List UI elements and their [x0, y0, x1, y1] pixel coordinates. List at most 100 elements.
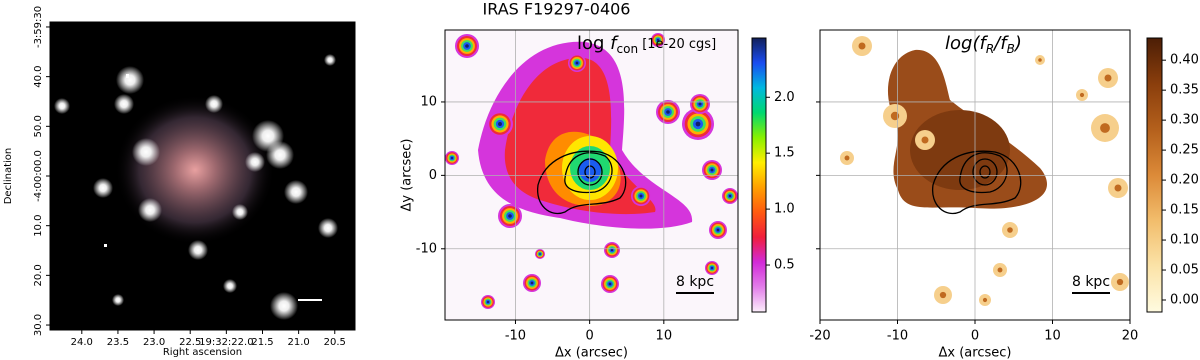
- map-label-part: con: [617, 42, 639, 56]
- star: [232, 204, 248, 220]
- source: [610, 248, 614, 252]
- x-tick-label: 20.5: [324, 337, 346, 348]
- source: [608, 282, 612, 286]
- star: [132, 138, 160, 166]
- scale-bar-label: 8 kpc: [296, 284, 323, 295]
- y-axis-label: Declination: [3, 148, 14, 205]
- colorbar-tick-label: 0.05: [1170, 263, 1199, 278]
- y-tick-label: -4:00:00.0: [33, 150, 44, 202]
- map-label-part: [1e-20 cgs]: [638, 37, 716, 52]
- colorbar-tick-label: 0.30: [1170, 113, 1199, 128]
- x-tick-label: 20: [1122, 329, 1139, 344]
- source-core: [844, 155, 850, 161]
- x-axis-label: Right ascension: [163, 347, 242, 358]
- x-tick-label: 10: [656, 329, 673, 344]
- x-axis-label: Δx (arcsec): [555, 346, 628, 360]
- source-core: [890, 111, 900, 121]
- source-core: [921, 136, 929, 144]
- y-tick-label: 30.0: [33, 314, 44, 336]
- source: [465, 44, 469, 48]
- x-tick-label: 19:32:22.0: [199, 337, 253, 348]
- source-core: [1079, 92, 1085, 98]
- star: [284, 180, 308, 204]
- map-label-part: f: [979, 33, 988, 54]
- x-tick-label: -10: [505, 329, 526, 344]
- map-label-part: log: [577, 33, 610, 54]
- source-core: [858, 42, 866, 50]
- star: [114, 94, 134, 114]
- x-tick-label: 23.5: [107, 337, 129, 348]
- artifact: [104, 244, 107, 247]
- x-tick-label: -20: [809, 329, 830, 344]
- star: [188, 240, 208, 260]
- star: [205, 95, 223, 113]
- x-tick-label: 24.0: [71, 337, 93, 348]
- colorbar-tick-label: 1.0: [774, 202, 795, 217]
- y-tick-label: 40.0: [33, 66, 44, 88]
- colorbar-tick-label: 0.00: [1170, 293, 1199, 308]
- scale-bar-label: 8 kpc: [1072, 274, 1110, 290]
- source-core: [1038, 58, 1042, 62]
- source: [710, 168, 714, 172]
- source: [728, 194, 732, 198]
- source: [716, 228, 720, 232]
- y-tick-label: 10: [420, 94, 437, 109]
- map-label-part: R: [986, 42, 994, 56]
- source: [508, 214, 512, 218]
- colorbar-tick-label: 0.25: [1170, 143, 1199, 158]
- y-tick-label: 10.0: [33, 215, 44, 237]
- y-axis-label: Δy (arcsec): [400, 139, 415, 212]
- source: [666, 110, 670, 114]
- x-tick-label: 21.5: [251, 337, 273, 348]
- scale-bar-label: 8 kpc: [676, 274, 714, 290]
- chart-title: IRAS F19297-0406: [483, 0, 631, 19]
- colorbar: [1146, 37, 1163, 313]
- color-core: [910, 110, 1010, 190]
- y-tick-label: 20.0: [33, 264, 44, 286]
- star: [93, 178, 113, 198]
- x-axis-label: Δx (arcsec): [939, 346, 1012, 360]
- star: [270, 292, 298, 320]
- y-tick-label: -10: [416, 241, 437, 256]
- map-label-part: B: [1007, 42, 1015, 56]
- x-tick-label: 0: [971, 329, 979, 344]
- source-core: [1104, 74, 1112, 82]
- star: [138, 198, 162, 222]
- source-core: [1114, 184, 1122, 192]
- source: [530, 281, 534, 285]
- map-label-part: ): [1013, 33, 1022, 54]
- map-label: log fcon [1e-20 cgs]: [577, 33, 716, 56]
- source: [639, 194, 643, 198]
- source-core: [939, 291, 947, 299]
- y-tick-label: 50.0: [33, 115, 44, 137]
- x-tick-label: 23.0: [143, 337, 165, 348]
- colorbar-tick-label: 0.10: [1170, 233, 1199, 248]
- star: [324, 54, 336, 66]
- source: [656, 38, 660, 42]
- x-tick-label: 21.0: [287, 337, 309, 348]
- source: [498, 122, 502, 126]
- colorbar-tick-label: 0.20: [1170, 173, 1199, 188]
- contours: [932, 150, 1022, 215]
- x-tick-label: 0: [586, 329, 594, 344]
- x-tick-label: 10: [1044, 329, 1061, 344]
- colorbar-tick-label: 1.5: [774, 146, 795, 161]
- star: [318, 218, 338, 238]
- colorbar: [751, 37, 767, 313]
- y-tick-label: -3:59:30: [33, 6, 44, 48]
- source: [486, 300, 490, 304]
- colorbar-tick-label: 0.15: [1170, 203, 1199, 218]
- colorbar-tick-label: 0.40: [1170, 53, 1199, 68]
- rgb-image: [50, 22, 355, 330]
- map-label: log(fR/fB): [945, 33, 1022, 56]
- star: [266, 141, 294, 169]
- colorbar-tick-label: 2.0: [774, 90, 795, 105]
- star: [112, 294, 124, 306]
- source-core: [1007, 227, 1013, 233]
- source: [539, 253, 541, 255]
- star: [54, 98, 70, 114]
- colorbar-tick-label: 0.35: [1170, 83, 1199, 98]
- star: [245, 152, 265, 172]
- source: [575, 61, 579, 65]
